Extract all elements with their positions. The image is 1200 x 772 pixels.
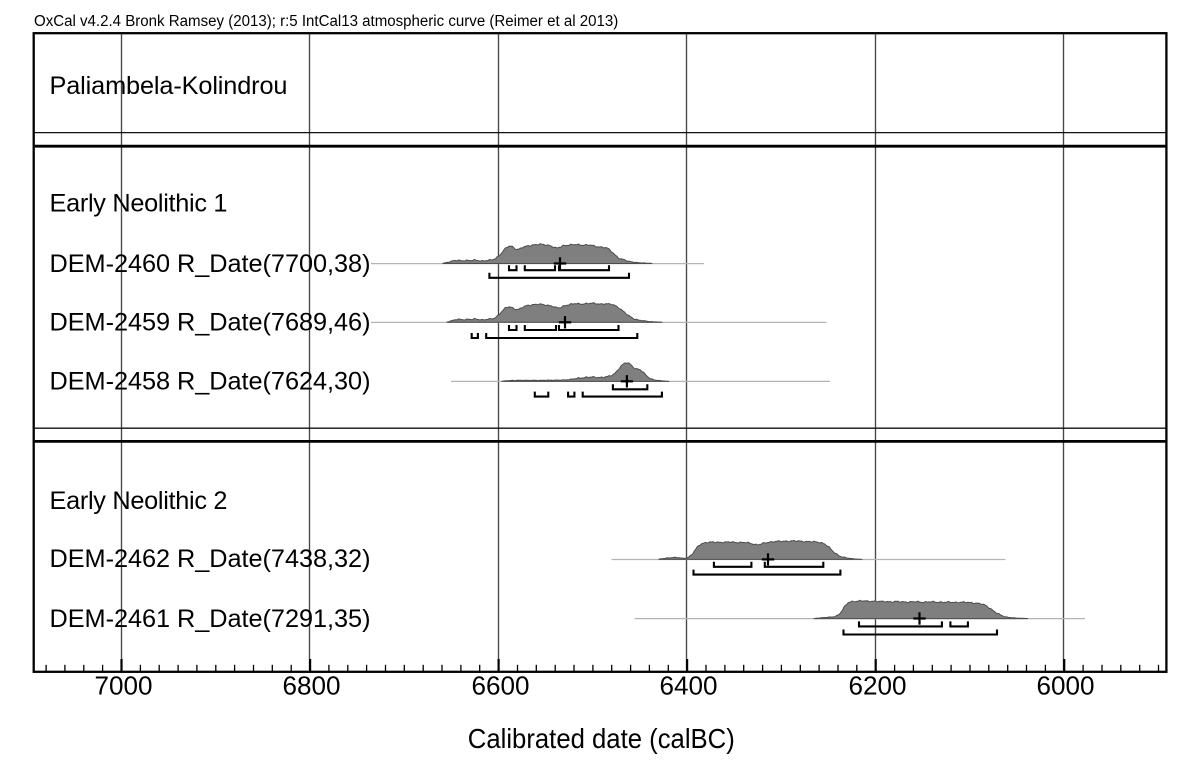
svg-text:OxCal v4.2.4 Bronk Ramsey (201: OxCal v4.2.4 Bronk Ramsey (2013); r:5 In… <box>34 13 618 30</box>
svg-text:Early Neolithic 2: Early Neolithic 2 <box>50 487 228 515</box>
svg-text:DEM-2458 R_Date(7624,30): DEM-2458 R_Date(7624,30) <box>50 367 371 395</box>
svg-text:Early Neolithic 1: Early Neolithic 1 <box>50 189 228 217</box>
svg-text:Paliambela-Kolindrou: Paliambela-Kolindrou <box>50 72 288 100</box>
svg-text:DEM-2461 R_Date(7291,35): DEM-2461 R_Date(7291,35) <box>50 605 371 633</box>
svg-text:7000: 7000 <box>95 673 153 701</box>
svg-text:6200: 6200 <box>849 673 907 701</box>
svg-text:DEM-2460 R_Date(7700,38): DEM-2460 R_Date(7700,38) <box>50 250 371 278</box>
svg-text:DEM-2459 R_Date(7689,46): DEM-2459 R_Date(7689,46) <box>50 308 371 336</box>
svg-text:6400: 6400 <box>660 673 718 701</box>
svg-text:6600: 6600 <box>472 673 530 701</box>
svg-text:Calibrated date (calBC): Calibrated date (calBC) <box>468 723 735 754</box>
svg-text:6000: 6000 <box>1037 673 1095 701</box>
svg-text:DEM-2462 R_Date(7438,32): DEM-2462 R_Date(7438,32) <box>50 545 371 573</box>
svg-text:6800: 6800 <box>283 673 341 701</box>
